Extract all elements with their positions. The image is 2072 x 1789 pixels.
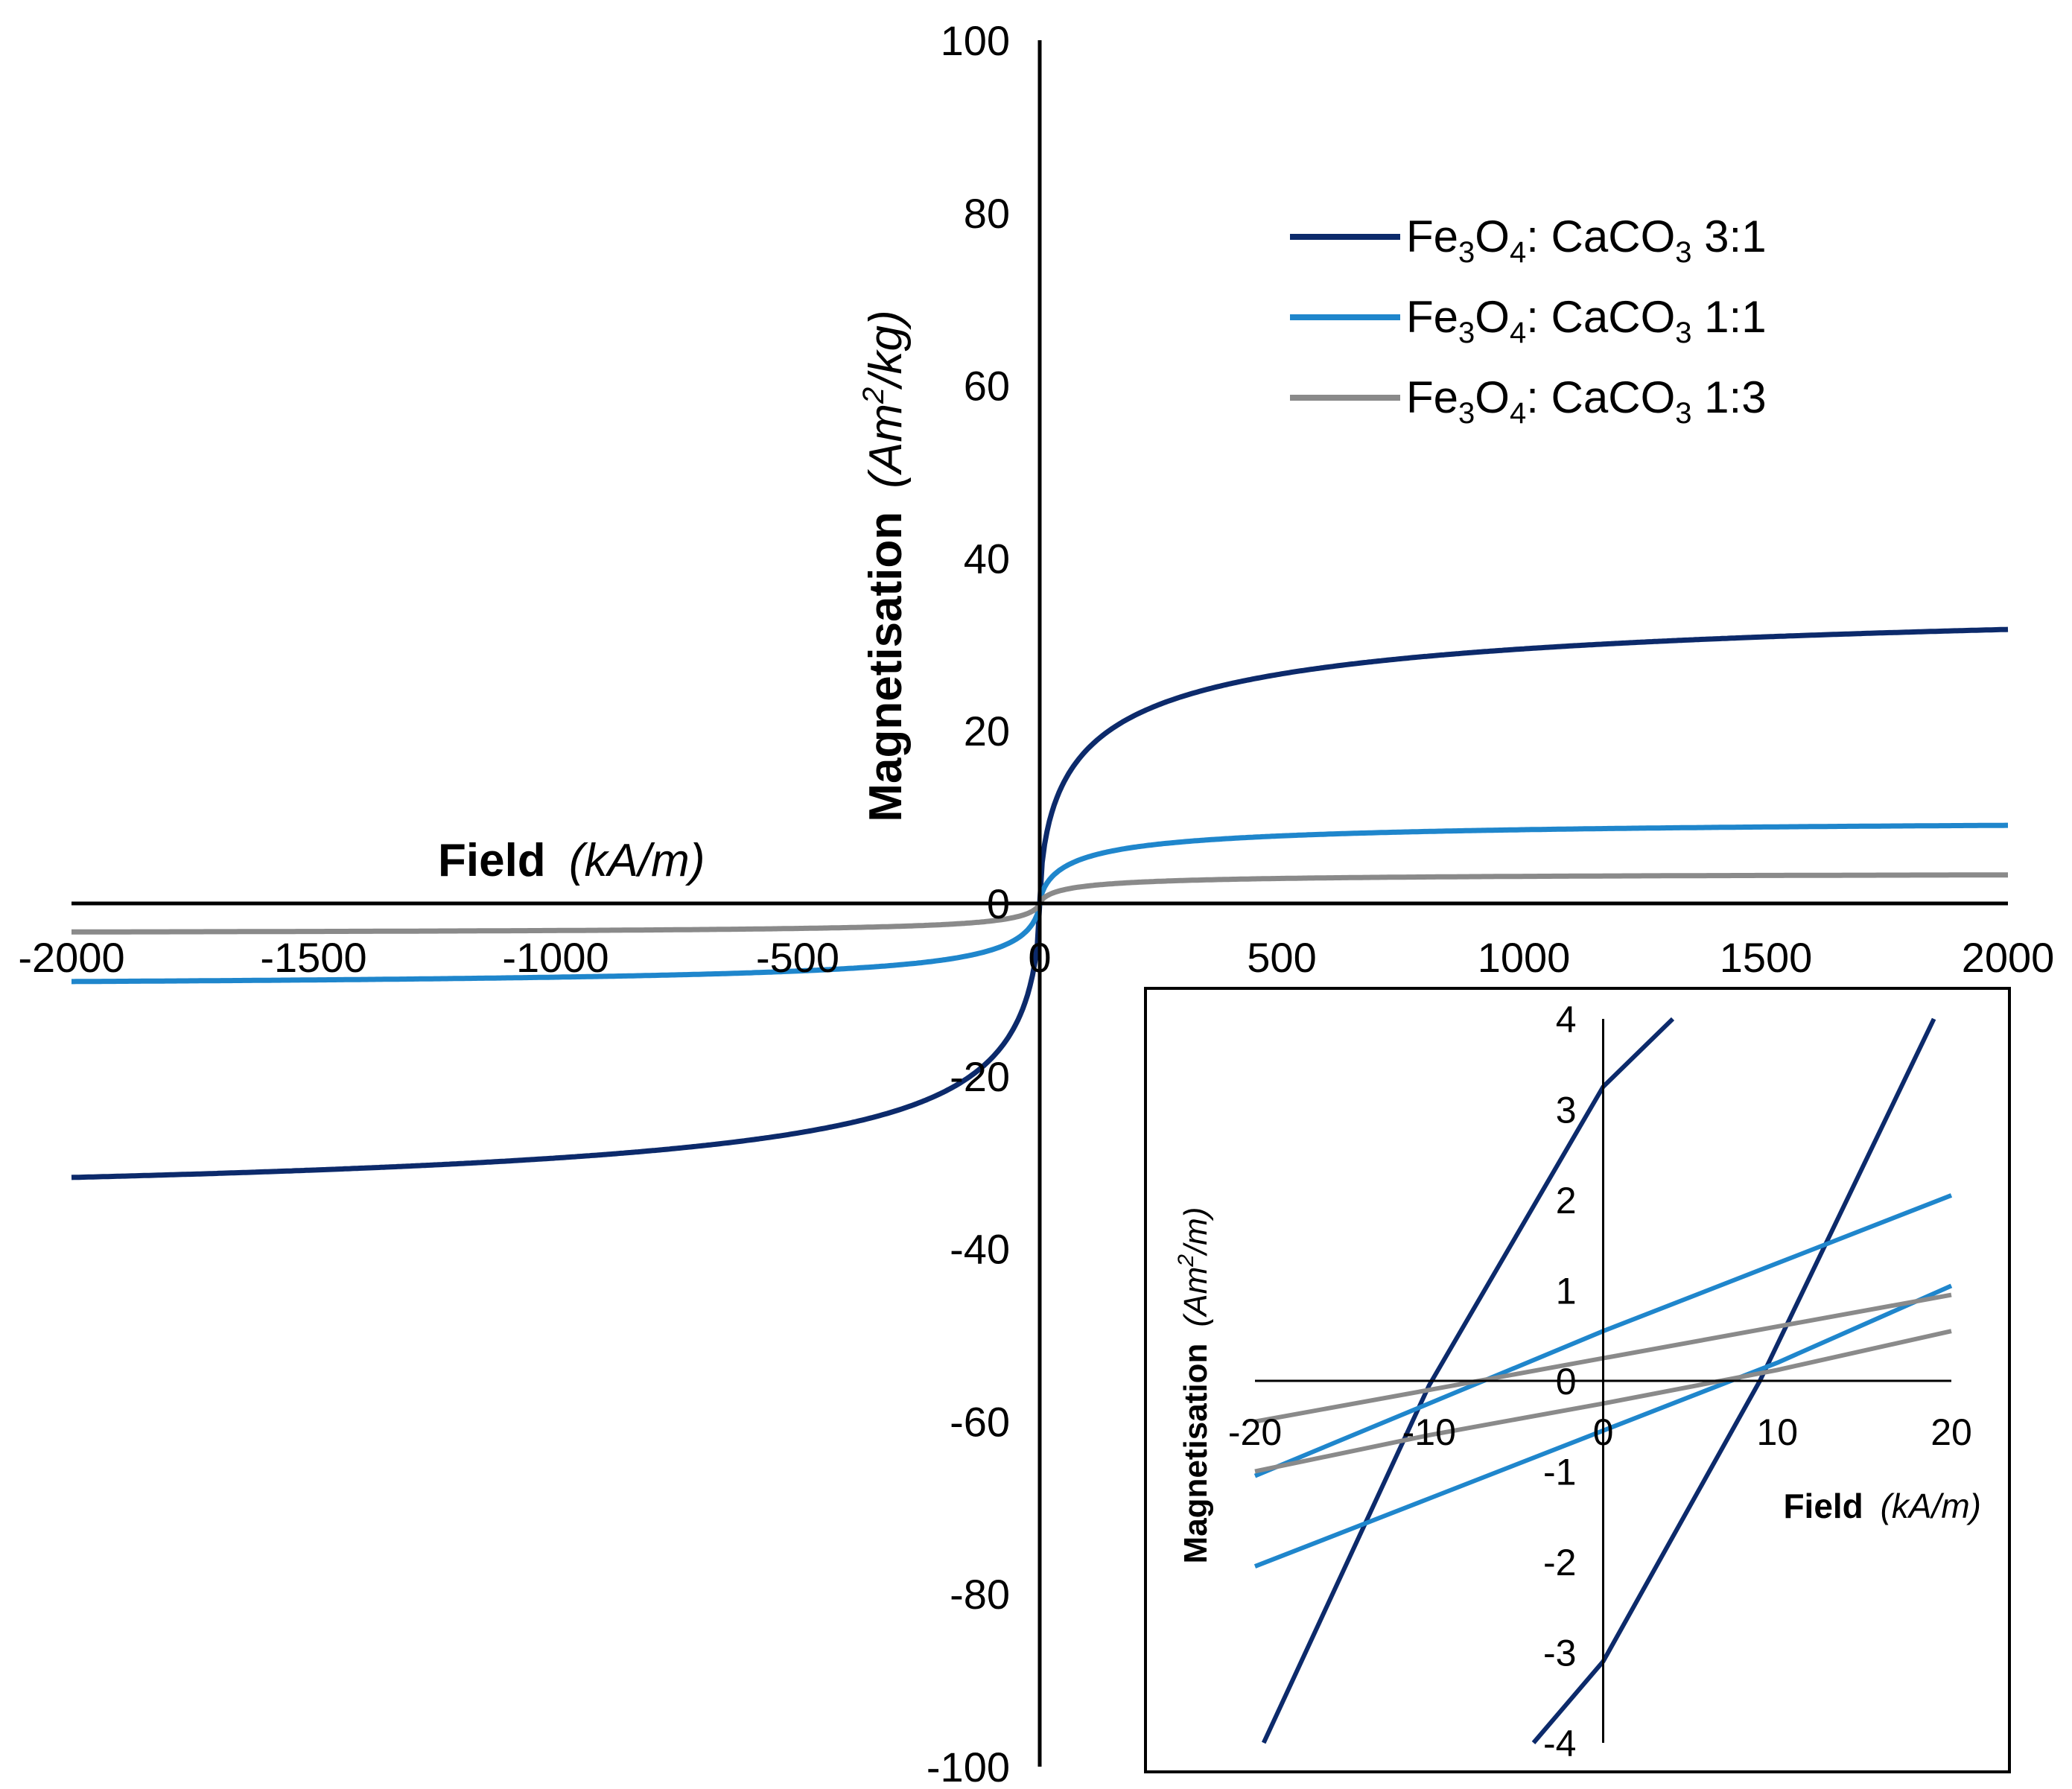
- inset-y-tick-6: -2: [1543, 1542, 1576, 1583]
- inset-y-tick-7: -3: [1543, 1633, 1576, 1674]
- main-y-tick-3: 40: [964, 535, 1010, 582]
- main-y-tick-5: 0: [987, 880, 1010, 927]
- main-x-axis-title: Field (kA/m): [438, 835, 705, 886]
- inset-x-tick-4: 20: [1930, 1411, 1972, 1453]
- inset-y-tick-4: 0: [1556, 1361, 1577, 1402]
- main-y-tick-0: 100: [941, 17, 1010, 64]
- main-y-tick-10: -100: [927, 1744, 1010, 1789]
- main-x-tick-4: 0: [1028, 934, 1051, 981]
- inset-x-tick-1: -10: [1402, 1411, 1456, 1453]
- main-x-tick-5: 500: [1247, 934, 1316, 981]
- legend-label-3-1: Fe3O4: CaCO3 3:1: [1406, 212, 1767, 269]
- main-y-tick-8: -60: [950, 1398, 1010, 1445]
- inset-y-tick-1: 3: [1556, 1090, 1577, 1131]
- main-y-tick-4: 20: [964, 708, 1010, 754]
- inset-y-tick-0: 4: [1556, 999, 1577, 1040]
- main-axes-group: [71, 40, 2008, 1767]
- main-x-tick-0: -2000: [18, 934, 124, 981]
- inset-series-line-1: [1531, 1017, 1936, 1744]
- main-y-tick-7: -40: [950, 1226, 1010, 1273]
- legend-label-1-3: Fe3O4: CaCO3 1:3: [1406, 372, 1767, 430]
- inset-x-axis-title: Field (kA/m): [1783, 1487, 1981, 1525]
- main-x-tick-6: 1000: [1478, 934, 1571, 981]
- main-x-tick-8: 2000: [1962, 934, 2055, 981]
- main-y-tick-6: -20: [950, 1053, 1010, 1100]
- inset-x-tick-2: 0: [1593, 1411, 1614, 1453]
- inset-y-axis-title: Magnetisation (Am2/m): [1174, 1207, 1214, 1564]
- main-y-tick-1: 80: [964, 190, 1010, 237]
- inset-series-line-0: [1261, 1017, 1675, 1744]
- inset-y-tick-2: 2: [1556, 1180, 1577, 1221]
- inset-y-tick-3: 1: [1556, 1271, 1577, 1312]
- main-y-tick-2: 60: [964, 363, 1010, 410]
- main-y-tick-9: -80: [950, 1571, 1010, 1618]
- main-x-tick-2: -1000: [502, 934, 608, 981]
- main-x-tick-1: -1500: [260, 934, 366, 981]
- legend-label-1-1: Fe3O4: CaCO3 1:1: [1406, 292, 1767, 349]
- inset-y-tick-8: -4: [1543, 1723, 1576, 1764]
- main-y-axis-title: Magnetisation (Am2/kg): [857, 310, 912, 822]
- inset-axes-group: [1255, 1019, 1951, 1743]
- main-tick-labels: -2000 -1500 -1000 -500 0 500 1000 1500 200010080…: [18, 17, 2054, 1789]
- main-x-tick-7: 1500: [1720, 934, 1813, 981]
- main-x-tick-3: -500: [756, 934, 839, 981]
- inset-y-tick-5: -1: [1543, 1452, 1576, 1493]
- legend: Fe3O4: CaCO3 3:1 Fe3O4: CaCO3 1:1 Fe3O4:…: [1290, 212, 1767, 430]
- inset-x-tick-3: 10: [1756, 1411, 1798, 1453]
- inset-x-tick-0: -20: [1228, 1411, 1282, 1453]
